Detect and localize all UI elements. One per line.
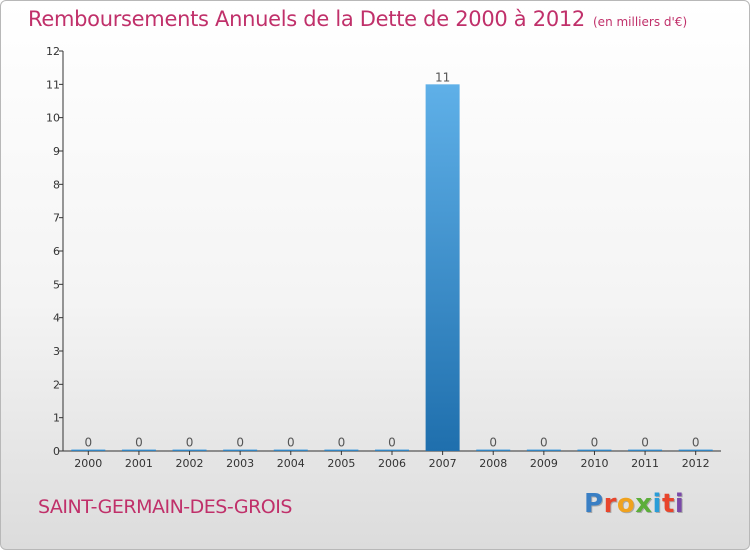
y-tick-label: 10 xyxy=(46,112,60,125)
bar-2009 xyxy=(526,449,561,451)
x-tick-label-2005: 2005 xyxy=(327,457,355,470)
bar-2011 xyxy=(628,449,663,451)
y-tick-label: 5 xyxy=(53,278,60,291)
x-tick-label-2010: 2010 xyxy=(580,457,608,470)
y-tick-label: 7 xyxy=(53,212,60,225)
value-label-2008: 0 xyxy=(489,436,497,450)
x-tick-label-2004: 2004 xyxy=(277,457,305,470)
y-tick-label: 1 xyxy=(53,412,60,425)
y-tick-label: 4 xyxy=(53,312,60,325)
bar-2003 xyxy=(223,449,258,451)
y-tick-label: 9 xyxy=(53,145,60,158)
bar-2001 xyxy=(121,449,156,451)
x-tick-label-2001: 2001 xyxy=(125,457,153,470)
logo-letter: t xyxy=(661,489,675,519)
value-label-2012: 0 xyxy=(692,436,700,450)
y-tick-label: 12 xyxy=(46,45,60,58)
value-label-2010: 0 xyxy=(591,436,599,450)
x-tick-label-2012: 2012 xyxy=(682,457,710,470)
value-label-2004: 0 xyxy=(287,436,295,450)
x-tick-label-2006: 2006 xyxy=(378,457,406,470)
bar-2010 xyxy=(577,449,612,451)
y-tick-label: 0 xyxy=(53,445,60,458)
value-label-2005: 0 xyxy=(338,436,346,450)
logo-letter: r xyxy=(603,489,617,519)
value-label-2009: 0 xyxy=(540,436,548,450)
x-tick-label-2002: 2002 xyxy=(176,457,204,470)
logo-letter: o xyxy=(616,489,636,519)
y-tick-label: 8 xyxy=(53,178,60,191)
value-label-2011: 0 xyxy=(641,436,649,450)
bar-2000 xyxy=(71,449,106,451)
value-label-2000: 0 xyxy=(84,436,92,450)
x-tick-label-2003: 2003 xyxy=(226,457,254,470)
logo-letter: P xyxy=(584,489,604,519)
plot-area: 0123456789101112020000200102002020030200… xyxy=(46,45,721,470)
bar-2002 xyxy=(172,449,207,451)
y-tick-label: 6 xyxy=(53,245,60,258)
unit-note: (en milliers d'€) xyxy=(593,15,688,29)
logo-letter: x xyxy=(635,489,653,519)
bar-2006 xyxy=(375,449,409,451)
value-label-2007: 11 xyxy=(435,70,450,84)
logo-letter: i xyxy=(652,489,662,519)
y-tick-label: 2 xyxy=(53,378,60,391)
bar-2005 xyxy=(324,449,359,451)
y-tick-label: 3 xyxy=(53,345,60,358)
x-tick-label-2008: 2008 xyxy=(479,457,507,470)
value-label-2001: 0 xyxy=(135,436,143,450)
x-tick-label-2011: 2011 xyxy=(631,457,659,470)
bar-2004 xyxy=(273,449,308,451)
commune-name: SAINT-GERMAIN-DES-GROIS xyxy=(38,496,292,518)
logo-letter: i xyxy=(674,489,685,519)
bar-2012 xyxy=(678,449,713,451)
chart-title-text: Remboursements Annuels de la Dette de 20… xyxy=(28,7,585,31)
value-label-2006: 0 xyxy=(388,436,396,450)
chart-title: Remboursements Annuels de la Dette de 20… xyxy=(28,7,687,31)
x-tick-label-2007: 2007 xyxy=(429,457,457,470)
proxiti-logo: Proxiti xyxy=(584,489,684,519)
bar-2007 xyxy=(425,84,460,451)
bar-2008 xyxy=(476,449,511,451)
value-label-2002: 0 xyxy=(186,436,194,450)
y-tick-label: 11 xyxy=(46,78,60,91)
x-tick-label-2000: 2000 xyxy=(74,457,102,470)
value-label-2003: 0 xyxy=(236,436,244,450)
x-tick-label-2009: 2009 xyxy=(530,457,558,470)
